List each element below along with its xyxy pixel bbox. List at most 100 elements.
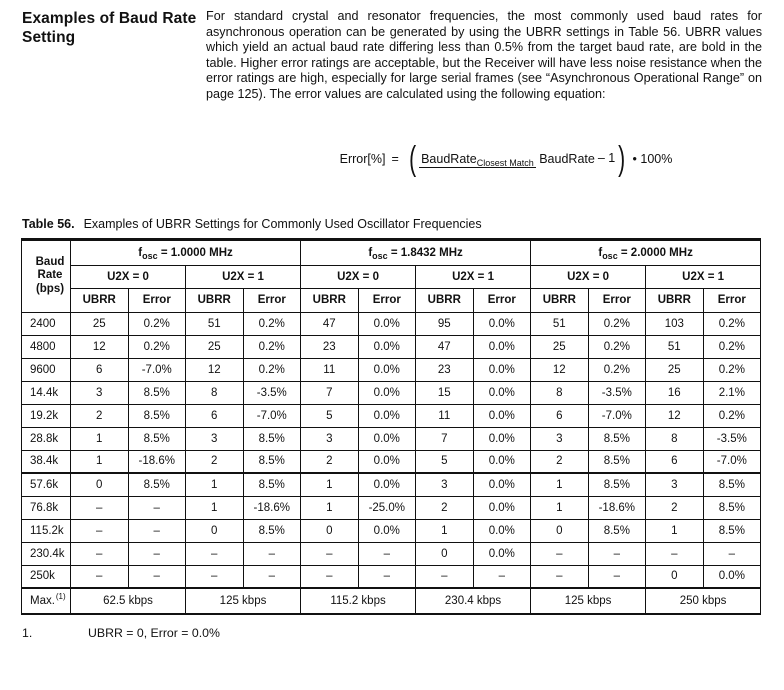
data-cell: 0.2% (702, 334, 762, 359)
equation-equals: = (391, 151, 399, 166)
data-cell: 12 (645, 403, 704, 428)
section-body-text: For standard crystal and resonator frequ… (206, 9, 762, 101)
fosc-symbol: f (368, 246, 373, 259)
fosc-subscript: osc (372, 250, 388, 261)
data-cell: 95 (415, 311, 474, 336)
data-cell: 1 (70, 449, 129, 474)
data-cell: 2 (70, 403, 129, 428)
data-cell: – (300, 541, 359, 566)
table-row: 4800 12 0.2% 25 0.2% 23 0.0% 47 0.0% 25 0.2% 51 0.2% (21, 334, 762, 359)
table-caption: Table 56. Examples of UBRR Settings for C… (22, 217, 784, 231)
table-row: 28.8k 1 8.5% 3 8.5% 3 0.0% 7 0.0% 3 8.5% 8 -3.5% (21, 426, 762, 451)
data-cell: 47 (300, 311, 359, 336)
data-cell: 8.5% (127, 472, 186, 497)
data-cell: -3.5% (587, 380, 647, 405)
table-row: 19.2k 2 8.5% 6 -7.0% 5 0.0% 11 0.0% 6 -7.0% 12 0.2% (21, 403, 762, 428)
data-cell: 6 (530, 403, 589, 428)
data-cell: – (70, 564, 129, 589)
u2x-header: U2X = 0 (70, 264, 186, 289)
data-cell: 0.0% (702, 564, 762, 589)
col-header: Error (702, 287, 762, 313)
data-cell: 0.2% (242, 334, 302, 359)
table-caption-label: Table 56. (22, 216, 75, 231)
data-cell: 5 (300, 403, 359, 428)
baud-cell: 14.4k (21, 380, 71, 405)
data-cell: 0.0% (472, 472, 532, 497)
fosc-group-header-3: fosc = 2.0000 MHz (530, 238, 762, 266)
data-cell: – (587, 541, 647, 566)
data-cell: 0.0% (357, 311, 417, 336)
data-cell: -3.5% (702, 426, 762, 451)
data-cell: 1 (300, 495, 359, 520)
data-cell: 0.2% (702, 311, 762, 336)
data-cell: 103 (645, 311, 704, 336)
data-cell: 1 (530, 472, 589, 497)
col-header: UBRR (185, 287, 244, 313)
data-cell: – (300, 564, 359, 589)
col-header: UBRR (300, 287, 359, 313)
data-cell: 8.5% (587, 518, 647, 543)
data-cell: 0.0% (472, 495, 532, 520)
equation-minus-one: – 1 (597, 150, 616, 165)
col-header: UBRR (645, 287, 704, 313)
table-row: 250k – – – – – – – – – –0 0.0% (21, 564, 762, 589)
data-cell: 0.2% (242, 311, 302, 336)
u2x-header: U2X = 1 (415, 264, 532, 289)
data-cell: 16 (645, 380, 704, 405)
u2x-header: U2X = 1 (184, 264, 302, 289)
data-cell: 0.0% (357, 403, 417, 428)
u2x-header: U2X = 1 (645, 264, 762, 289)
data-cell: 1 (185, 472, 244, 497)
data-cell: 8.5% (242, 449, 302, 474)
data-cell: 0.0% (472, 311, 532, 336)
fraction-denominator: BaudRate (539, 151, 595, 166)
data-cell: 0.0% (472, 541, 532, 566)
data-cell: 25 (185, 334, 244, 359)
data-cell: – (357, 564, 417, 589)
data-cell: 2 (300, 449, 359, 474)
data-cell: 8.5% (242, 472, 302, 497)
data-cell: 3 (645, 472, 704, 497)
data-cell: 51 (530, 311, 589, 336)
data-cell: 0 (70, 472, 129, 497)
data-cell: 0.2% (587, 311, 647, 336)
max-value-cell: 230.4 kbps (415, 587, 532, 615)
data-cell: -18.6% (587, 495, 647, 520)
col-header: Error (242, 287, 302, 313)
table-row: 2400 25 0.2% 51 0.2% 47 0.0% 95 0.0% 51 0.2% 103 0.2… (21, 311, 762, 336)
footnote-number: 1. (22, 626, 33, 641)
table-header: Baud Rate (bps) fosc = 1.0000 MHz fosc =… (21, 238, 762, 313)
data-cell: – (357, 541, 417, 566)
data-cell: 0.2% (587, 334, 647, 359)
data-cell: 0.2% (702, 403, 762, 428)
baud-cell: 57.6k (21, 472, 71, 497)
baud-cell: 2400 (21, 311, 71, 336)
col-header: Error (357, 287, 417, 313)
fraction-numerator: BaudRateClosest Match (419, 151, 536, 168)
data-cell: – (70, 541, 129, 566)
data-cell: 2 (185, 449, 244, 474)
fosc-value: = 1.0000 MHz (157, 246, 233, 259)
max-label: Max. (30, 595, 55, 608)
data-cell: 23 (415, 357, 474, 382)
fosc-value: = 1.8432 MHz (387, 246, 463, 259)
baud-cell: 4800 (21, 334, 71, 359)
data-cell: 23 (300, 334, 359, 359)
fosc-subscript: osc (602, 250, 618, 261)
u2x-header-row: U2X = 0 U2X = 1 U2X = 0 U2X = 1 U2X = 0 … (22, 264, 762, 289)
max-label-cell: Max. (1) (21, 587, 71, 615)
table-row: 14.4k 3 8.5% 8 -3.5% 7 0.0% 15 0.0% 8 -3.5% 16 2.1% (21, 380, 762, 405)
data-cell: 25 (70, 311, 129, 336)
column-header-row: UBRR Error UBRR Error UBRR Error UBRR Er… (22, 287, 762, 313)
fosc-header-row: Baud Rate (bps) fosc = 1.0000 MHz fosc =… (21, 238, 762, 313)
data-cell: -18.6% (127, 449, 186, 474)
fosc-value: = 2.0000 MHz (617, 246, 693, 259)
max-value-cell: 62.5 kbps (70, 587, 186, 615)
data-cell: 11 (300, 357, 359, 382)
data-cell: 0.2% (587, 357, 647, 382)
equation-row: Error[%] = ( BaudRateClosest Match BaudR… (228, 142, 784, 176)
data-cell: 3 (185, 426, 244, 451)
footnote-ref: (1) (55, 592, 66, 602)
data-cell: 0.0% (357, 380, 417, 405)
